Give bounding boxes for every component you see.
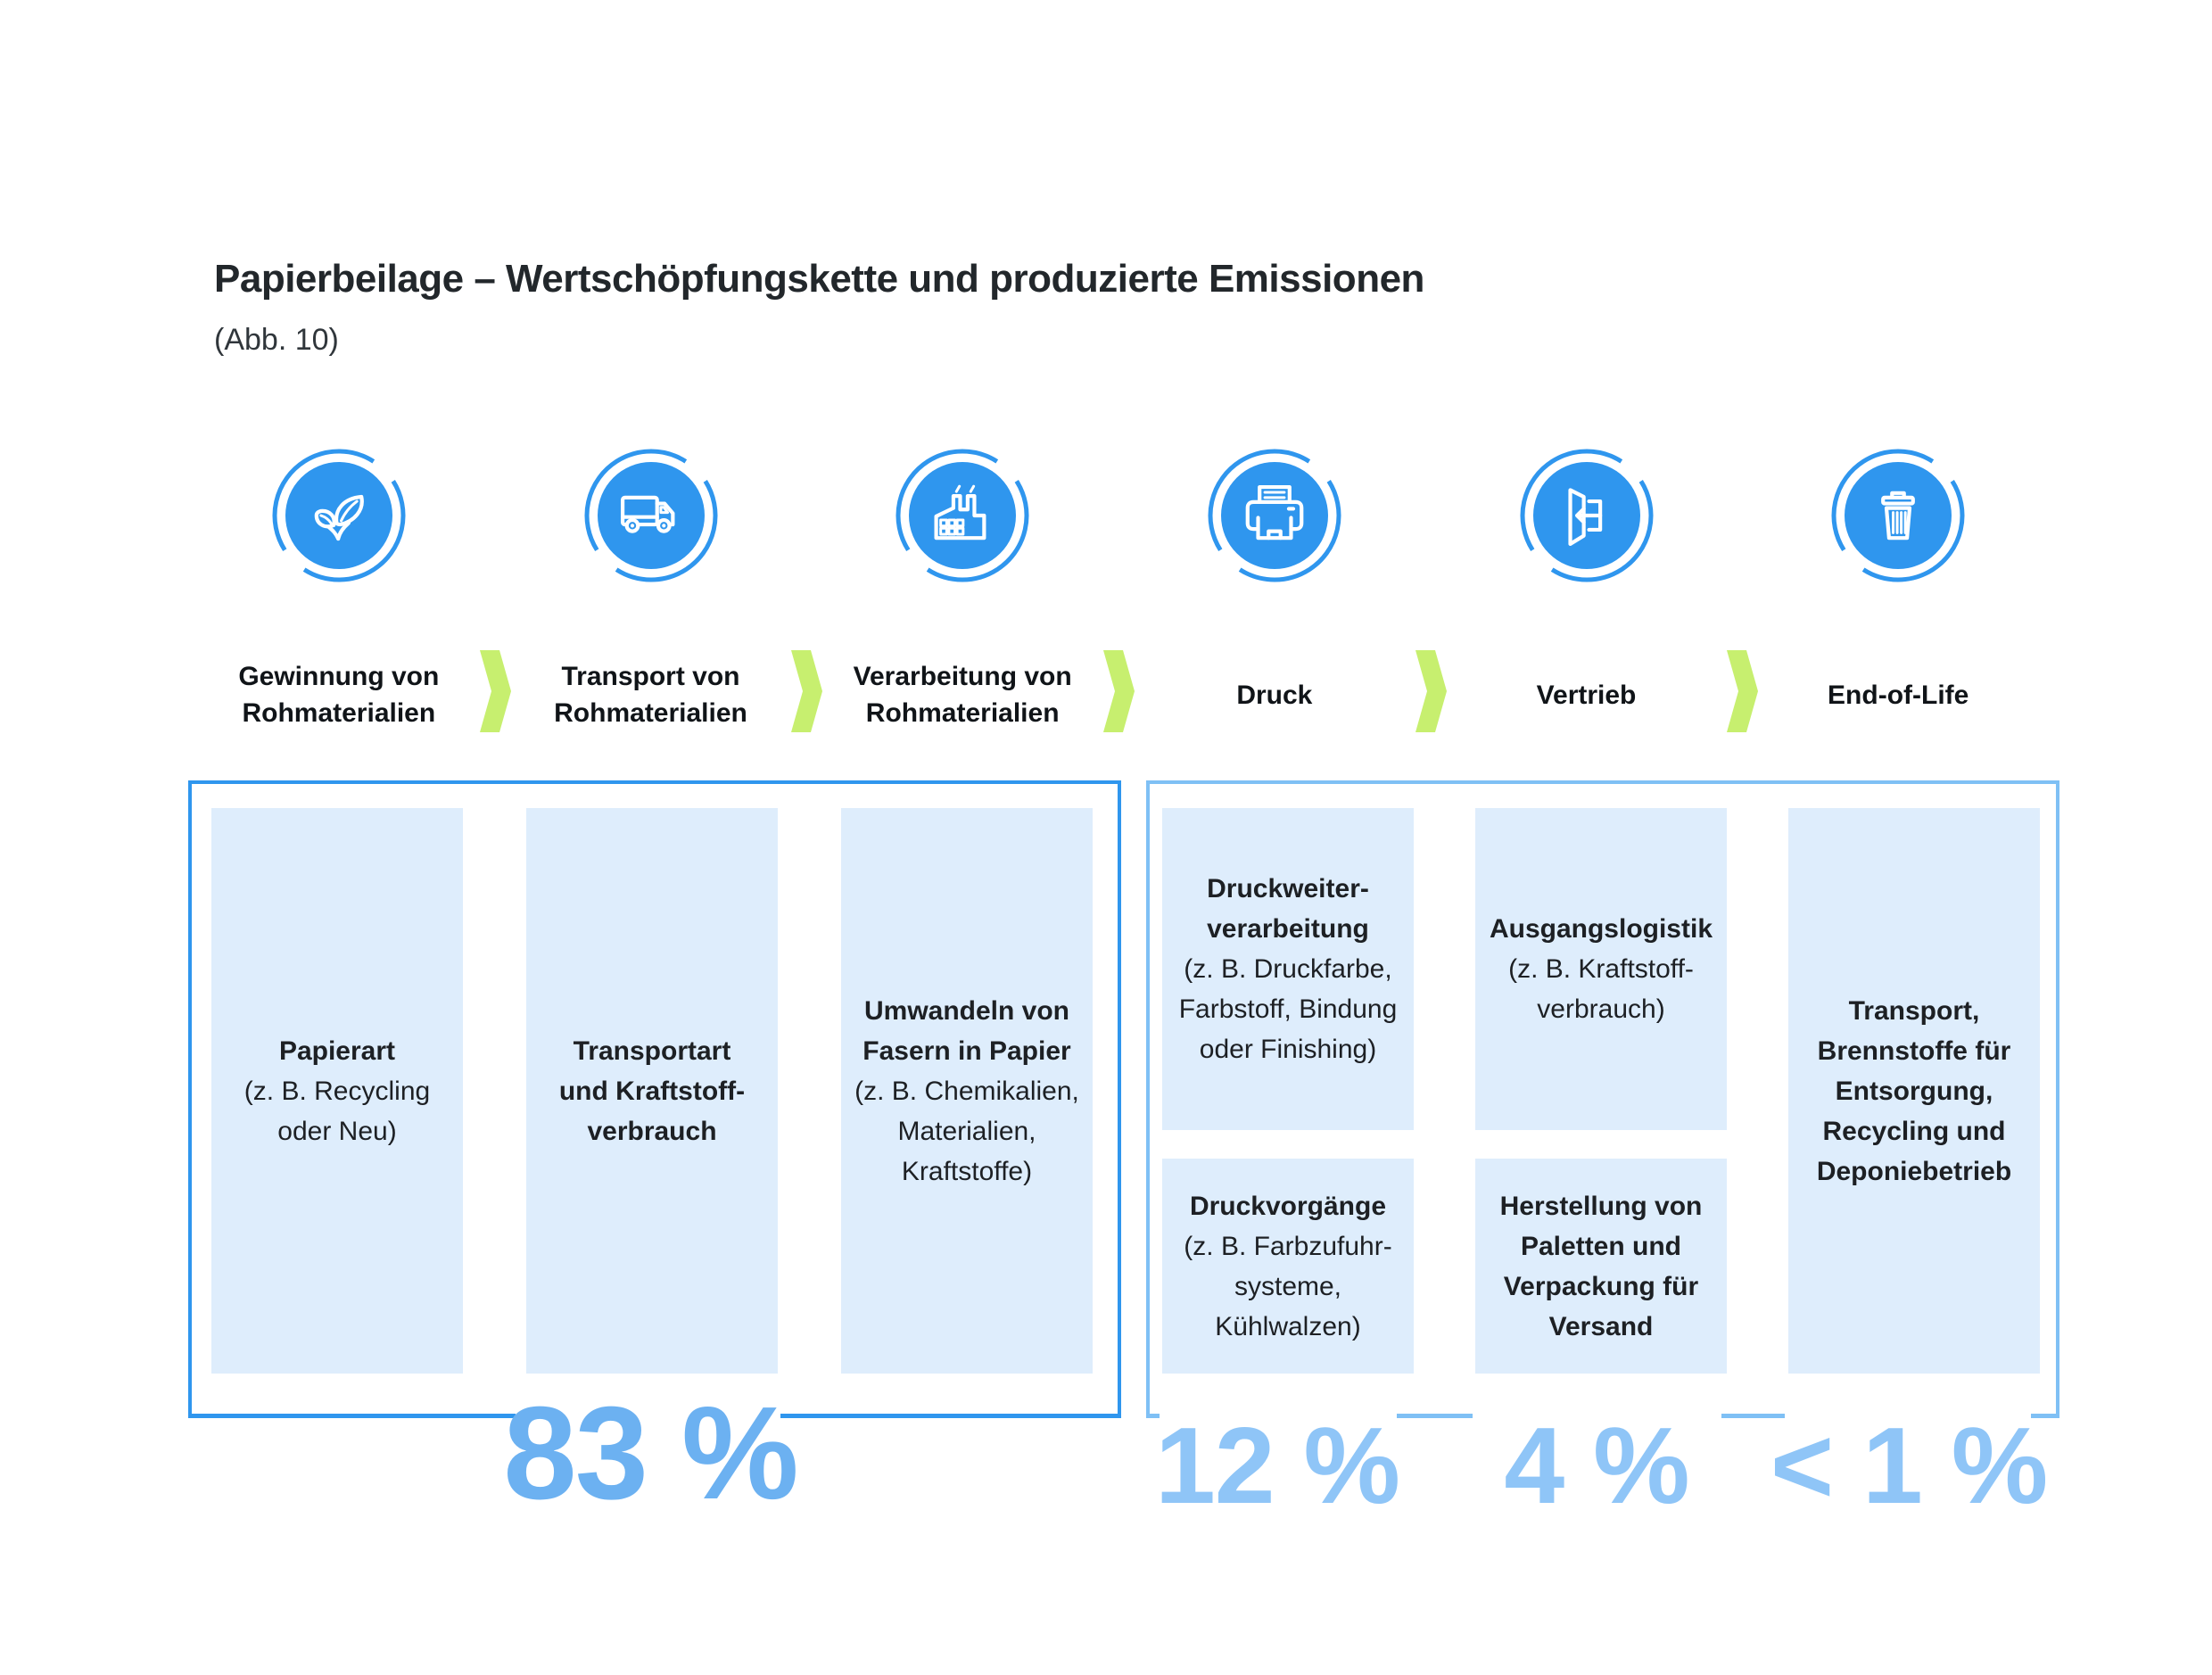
- cell-papierart: Papierart (z. B. Recycling oder Neu): [211, 808, 463, 1374]
- stage-label-end-of-life: End-of-Life: [1828, 680, 1969, 710]
- door-arrow-icon: [1567, 488, 1602, 547]
- border-segment: [1397, 1414, 1473, 1418]
- stage-badge: [1831, 449, 1965, 582]
- share-lt1-percent: < 1 %: [1770, 1405, 2048, 1526]
- cell-title: Herstellung von Paletten und Verpackung …: [1499, 1191, 1703, 1341]
- cell-transport-entsorgung: Transport, Brennstoffe für Entsorgung, R…: [1788, 808, 2040, 1374]
- cell-title: Ausgangslogistik: [1489, 914, 1713, 944]
- chevron-right-icon: [480, 650, 511, 732]
- cell-detail: (z. B. Farbzufuhr- systeme, Kühlwalzen): [1184, 1231, 1392, 1341]
- chevron-right-icon: [1103, 650, 1135, 732]
- icon-disc: [285, 462, 392, 569]
- group-papierherstellung: Papierart (z. B. Recycling oder Neu) Tra…: [188, 780, 1121, 1418]
- printer-icon: [1245, 484, 1304, 540]
- cell-title: Papierart: [278, 1036, 396, 1066]
- truck-icon: [620, 495, 674, 533]
- icon-ring: [584, 449, 717, 582]
- share-83-percent: 83 %: [503, 1380, 798, 1527]
- stage-verarbeitung: [806, 444, 1118, 587]
- stage-label-verarbeitung: Verarbeitung von Rohmaterialien: [853, 662, 1072, 728]
- icon-disc: [909, 462, 1017, 569]
- cell-title: Transportart und Kraftstoff- verbrauch: [558, 1036, 746, 1146]
- share-4-percent: 4 %: [1504, 1405, 1689, 1526]
- cell-detail: (z. B. Recycling oder Neu): [243, 1076, 431, 1146]
- cell-detail: (z. B. Druckfarbe, Farbstoff, Bindung od…: [1178, 954, 1398, 1064]
- page-title: Papierbeilage – Wertschöpfungskette und …: [214, 257, 1424, 301]
- icon-ring: [896, 449, 1029, 582]
- cell-title: Druckweiter- verarbeitung: [1207, 874, 1369, 944]
- cell-title: Druckvorgänge: [1189, 1191, 1387, 1221]
- border-segment: [2031, 1414, 2056, 1418]
- factory-icon: [934, 484, 986, 540]
- stage-badge: [1208, 449, 1341, 582]
- leaf-icon: [314, 494, 364, 541]
- icon-ring: [1520, 449, 1654, 582]
- stage-label-gewinnung: Gewinnung von Rohmaterialien: [238, 662, 440, 728]
- stage-badge: [1520, 449, 1654, 582]
- stage-gewinnung: [183, 444, 495, 587]
- stage-label-druck: Druck: [1236, 680, 1313, 710]
- group-druck-vertrieb-eol: Druckweiter- verarbeitung (z. B. Druckfa…: [1146, 780, 2059, 1418]
- stage-badge: [272, 449, 406, 582]
- stage-label-vertrieb: Vertrieb: [1536, 680, 1637, 710]
- stage-label-transport: Transport von Rohmaterialien: [554, 662, 747, 728]
- cell-ausgangslogistik: Ausgangslogistik (z. B. Kraftstoff- verb…: [1475, 808, 1727, 1130]
- stages-label-row: Gewinnung von Rohmaterialien Transport v…: [183, 654, 2054, 736]
- cell-transportart: Transportart und Kraftstoff- verbrauch: [526, 808, 778, 1374]
- stage-transport: [495, 444, 807, 587]
- share-12-percent: 12 %: [1154, 1405, 1400, 1526]
- cell-detail: (z. B. Chemikalien, Materialien, Kraftst…: [854, 1076, 1079, 1186]
- cell-umwandeln-fasern: Umwandeln von Fasern in Papier (z. B. Ch…: [841, 808, 1093, 1374]
- chevron-right-icon: [791, 650, 822, 732]
- stage-end-of-life: [1742, 444, 2054, 587]
- cell-title: Umwandeln von Fasern in Papier: [863, 995, 1071, 1066]
- cell-title: Transport, Brennstoffe für Entsorgung, R…: [1816, 995, 2012, 1186]
- figure-caption: (Abb. 10): [214, 323, 339, 357]
- icon-disc: [1220, 462, 1328, 569]
- cell-detail: (z. B. Kraftstoff- verbrauch): [1508, 954, 1694, 1024]
- cell-paletten-verpackung: Herstellung von Paletten und Verpackung …: [1475, 1159, 1727, 1374]
- stages-icon-row: [183, 444, 2054, 587]
- stage-badge: [584, 449, 717, 582]
- cell-druckvorgaenge: Druckvorgänge (z. B. Farbzufuhr- systeme…: [1162, 1159, 1414, 1374]
- stage-vertrieb: [1431, 444, 1743, 587]
- stage-badge: [896, 449, 1029, 582]
- cell-druckweiterverarbeitung: Druckweiter- verarbeitung (z. B. Druckfa…: [1162, 808, 1414, 1130]
- icon-ring: [272, 449, 406, 582]
- border-segment: [1721, 1414, 1785, 1418]
- chevron-right-icon: [1727, 650, 1758, 732]
- border-segment: [780, 1414, 1118, 1418]
- trash-icon: [1881, 491, 1916, 540]
- border-segment: [1150, 1414, 1160, 1418]
- stage-druck: [1118, 444, 1431, 587]
- border-segment: [192, 1414, 516, 1418]
- chevron-right-icon: [1416, 650, 1447, 732]
- icon-ring: [1208, 449, 1341, 582]
